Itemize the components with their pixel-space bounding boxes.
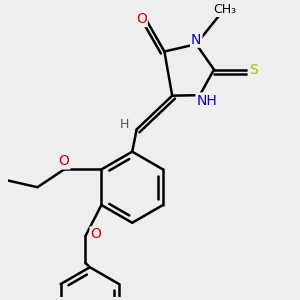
- Text: H: H: [119, 118, 129, 130]
- Text: NH: NH: [196, 94, 217, 107]
- Text: O: O: [91, 227, 101, 241]
- Text: O: O: [58, 154, 70, 168]
- Text: CH₃: CH₃: [213, 3, 236, 16]
- Text: S: S: [249, 63, 257, 76]
- Text: O: O: [136, 12, 147, 26]
- Text: N: N: [191, 33, 201, 47]
